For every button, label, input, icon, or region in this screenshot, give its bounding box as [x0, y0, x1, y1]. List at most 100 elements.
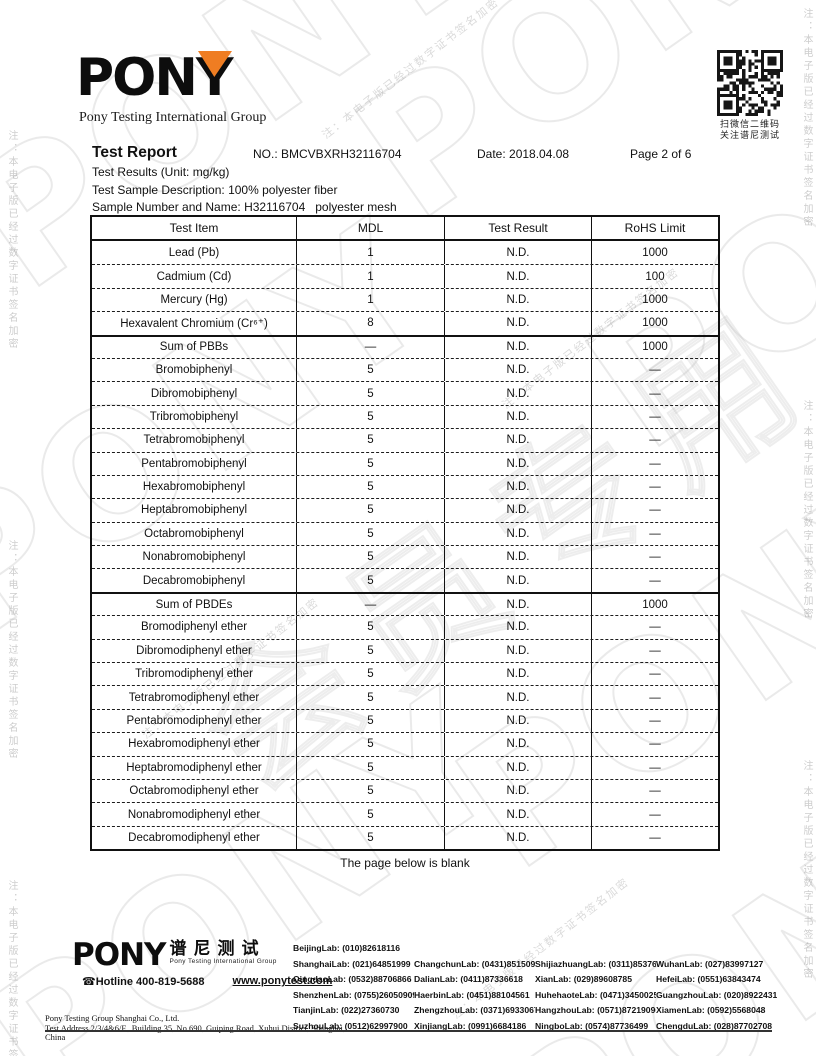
lab-phone: (0471)3450025 — [599, 989, 656, 1000]
cell-test-item: Tetrabromodiphenyl ether — [92, 686, 297, 709]
cell-mdl: 1 — [297, 241, 445, 265]
cell-mdl: 5 — [297, 405, 445, 429]
table-row: Sum of PBDEs — N.D. 1000 — [92, 591, 718, 616]
lab-name: ShijiazhuangLab: — [535, 958, 607, 969]
report-unit-line: Test Results (Unit: mg/kg) — [92, 165, 230, 179]
lab-phone: (0755)26050909 — [354, 989, 414, 1000]
cell-rohs-limit: — — [649, 668, 661, 681]
lab-name: ZhengzhouLab: — [414, 1005, 478, 1016]
cell-mdl: 5 — [297, 429, 445, 452]
cell-mdl: 5 — [297, 452, 445, 475]
table-row: Sum of PBBs — N.D. 1000 — [92, 334, 718, 358]
lab-entry: TianjinLab: (022)27360730 — [293, 1003, 414, 1019]
footer-address-line3: China — [45, 1032, 66, 1043]
cell-test-item: Bromobiphenyl — [92, 358, 297, 382]
table-row: Hexabromobiphenyl 5 N.D. — — [92, 474, 718, 499]
cell-mdl: 5 — [297, 569, 445, 592]
cell-rohs-limit: — — [649, 691, 661, 704]
cell-mdl: 5 — [297, 803, 445, 826]
cell-test-result: N.D. — [445, 569, 592, 592]
cell-test-result: N.D. — [445, 803, 592, 826]
lab-name: XiamenLab: — [656, 1005, 705, 1016]
lab-name: QingdaoLab: — [293, 974, 346, 985]
lab-phone: (0512)62997900 — [344, 1020, 408, 1031]
cell-mdl: 5 — [297, 546, 445, 569]
lab-phone: (0991)6684186 — [467, 1020, 527, 1031]
footer-logo: PONY 谱尼测试 Pony Testing International Gro… — [72, 940, 333, 989]
lab-phone: (0592)5568048 — [707, 1005, 766, 1016]
wechat-qr-code-icon — [717, 50, 783, 116]
cell-test-item: Tribromodiphenyl ether — [92, 663, 297, 686]
cell-test-result: N.D. — [445, 336, 592, 358]
cell-test-result: N.D. — [445, 358, 592, 382]
table-row: Decabromodiphenyl ether 5 N.D. — — [92, 825, 718, 850]
cell-rohs-limit: 1000 — [642, 341, 668, 354]
lab-entry: ChangchunLab: (0431)85150908 — [414, 957, 535, 973]
lab-entry: ShijiazhuangLab: (0311)85376660 — [535, 957, 656, 973]
qr-caption-line1: 扫微信二维码 — [719, 119, 780, 129]
cell-test-item: Heptabromobiphenyl — [92, 499, 297, 522]
cell-test-result: N.D. — [445, 522, 592, 546]
cell-rohs-limit: — — [649, 621, 661, 634]
table-row: Pentabromodiphenyl ether 5 N.D. — — [92, 708, 718, 733]
table-row: Octabromodiphenyl ether 5 N.D. — — [92, 778, 718, 803]
lab-name: GuangzhouLab: — [656, 989, 722, 1000]
cell-mdl: 5 — [297, 616, 445, 639]
cell-mdl: 5 — [297, 733, 445, 756]
cell-test-item: Sum of PBBs — [92, 336, 297, 358]
lab-phone: (0571)87219096 — [597, 1005, 656, 1016]
table-row: Tetrabromobiphenyl 5 N.D. — — [92, 428, 718, 452]
table-row: Tribromodiphenyl ether 5 N.D. — — [92, 662, 718, 686]
cell-test-result: N.D. — [445, 826, 592, 850]
cell-test-item: Tetrabromobiphenyl — [92, 429, 297, 452]
footer-website-link[interactable]: www.ponytest.com — [232, 975, 333, 987]
table-row: Nonabromodiphenyl ether 5 N.D. — — [92, 802, 718, 826]
lab-name: XianLab: — [535, 974, 572, 985]
lab-phone: (029)89608785 — [573, 974, 632, 985]
logo-orange-square-icon — [119, 66, 141, 88]
table-row: Lead (Pb) 1 N.D. 1000 — [92, 241, 718, 265]
cell-test-result: N.D. — [445, 475, 592, 499]
cell-test-item: Sum of PBDEs — [92, 593, 297, 616]
lab-phone: (010)82618116 — [342, 943, 401, 953]
lab-name: NingboLab: — [535, 1020, 583, 1031]
cell-test-item: Cadmium (Cd) — [92, 265, 297, 288]
lab-phone: (022)27360730 — [341, 1005, 400, 1016]
lab-name: WuhanLab: — [656, 958, 703, 969]
lab-entry: HaerbinLab: (0451)88104561 — [414, 988, 535, 1004]
lab-name: TianjinLab: — [293, 1005, 339, 1016]
lab-name: ShenzhenLab: — [293, 989, 352, 1000]
cell-mdl: 5 — [297, 522, 445, 546]
lab-entry: HuhehaoteLab: (0471)3450025 — [535, 988, 656, 1004]
cell-test-item: Hexabromodiphenyl ether — [92, 733, 297, 756]
cell-test-result: N.D. — [445, 405, 592, 429]
cell-test-item: Octabromodiphenyl ether — [92, 779, 297, 803]
cell-mdl: 1 — [297, 288, 445, 312]
table-row: Mercury (Hg) 1 N.D. 1000 — [92, 287, 718, 312]
qr-block: 扫微信二维码 关注谱尼测试 — [703, 50, 797, 141]
table-row: Dibromodiphenyl ether 5 N.D. — — [92, 638, 718, 663]
lab-entry: HefeiLab: (0551)63843474 — [656, 972, 777, 988]
cell-test-result: N.D. — [445, 639, 592, 663]
lab-name: XinjiangLab: — [414, 1020, 466, 1031]
cell-test-result: N.D. — [445, 663, 592, 686]
cell-rohs-limit: — — [649, 738, 661, 751]
cell-test-result: N.D. — [445, 241, 592, 265]
table-row: Dibromobiphenyl 5 N.D. — — [92, 381, 718, 405]
results-table: Test Item MDL Test Result RoHS Limit Lea… — [90, 215, 720, 852]
table-row: Pentabromobiphenyl 5 N.D. — — [92, 451, 718, 475]
qr-caption: 扫微信二维码 关注谱尼测试 — [703, 119, 797, 141]
cell-test-item: Mercury (Hg) — [92, 288, 297, 312]
cell-test-item: Pentabromodiphenyl ether — [92, 709, 297, 733]
footer-hotline: ☎Hotline 400-819-5688 — [82, 976, 205, 988]
sample-number-label: Sample Number and Name: — [92, 200, 241, 214]
cell-test-item: Decabromobiphenyl — [92, 569, 297, 592]
cell-test-result: N.D. — [445, 733, 592, 756]
col-header-test-result: Test Result — [445, 217, 592, 239]
labs-column-2: ChangchunLab: (0431)85150908 DalianLab: … — [414, 941, 535, 1035]
lab-name: HefeiLab: — [656, 974, 696, 985]
report-sample-number: Sample Number and Name: H32116704 polyes… — [92, 200, 397, 214]
cell-test-result: N.D. — [445, 546, 592, 569]
labs-column-1: BeijingLab: (010)82618116 ShanghaiLab: (… — [293, 941, 414, 1035]
cell-mdl: — — [297, 593, 445, 616]
